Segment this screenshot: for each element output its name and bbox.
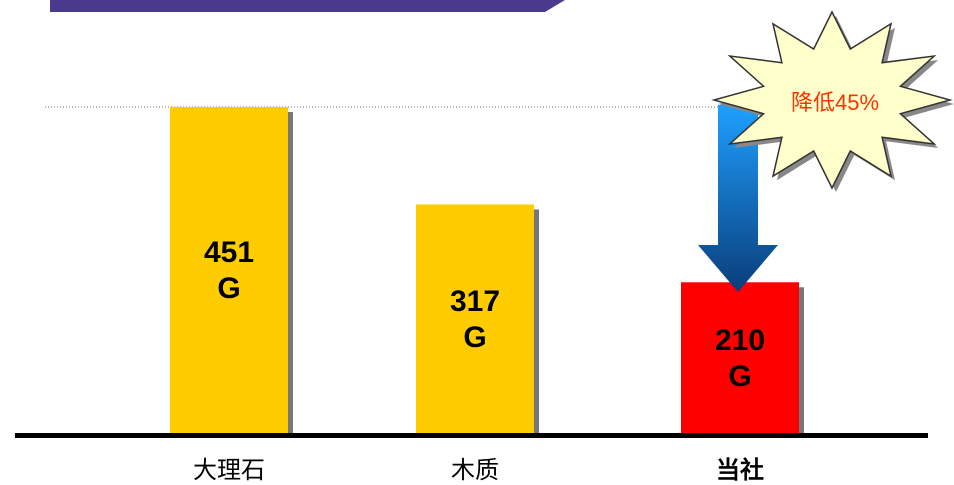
bar — [170, 107, 288, 435]
value-label: 317 G — [449, 284, 501, 354]
x-tick-label: 大理石 — [193, 456, 265, 484]
baseline — [15, 433, 928, 438]
bar — [416, 204, 534, 435]
bar — [681, 282, 799, 435]
bars — [170, 107, 804, 437]
banner — [50, 0, 565, 12]
annotation: 降低45% — [791, 90, 879, 115]
value-label: 210 G — [714, 323, 766, 393]
x-tick-label: 木质 — [451, 456, 499, 484]
starburst — [711, 10, 954, 192]
starburst-shape — [711, 10, 953, 190]
arrow — [698, 105, 778, 292]
x-tick-label: 当社 — [716, 457, 764, 484]
value-label: 451 G — [203, 236, 255, 305]
